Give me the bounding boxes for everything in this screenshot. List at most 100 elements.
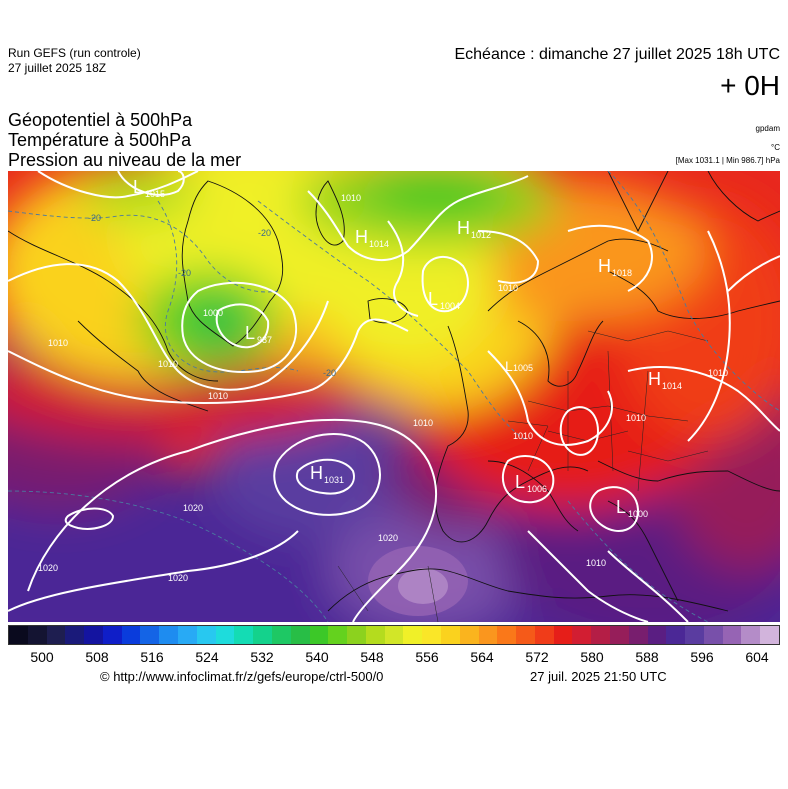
color-scale-segment bbox=[459, 626, 479, 644]
color-scale-segment bbox=[196, 626, 216, 644]
isobars bbox=[8, 171, 780, 622]
pressure-center-low: L 987 bbox=[245, 323, 272, 345]
pressure-center-high: H 1014 bbox=[355, 227, 389, 249]
weather-map: 1010 1010 1000 1010 1010 1010 1020 1020 … bbox=[8, 171, 780, 622]
param-geopotential: Géopotentiel à 500hPa bbox=[8, 110, 193, 130]
color-scale-segment bbox=[478, 626, 498, 644]
color-scale-segment bbox=[534, 626, 554, 644]
color-scale-tick: 572 bbox=[525, 649, 549, 665]
pressure-center-low: L 1015 bbox=[133, 177, 165, 199]
color-scale-segment bbox=[516, 626, 535, 644]
copyright-source: © http://www.infoclimat.fr/z/gefs/europe… bbox=[100, 669, 384, 684]
param-mslp: Pression au niveau de la mer bbox=[8, 150, 242, 170]
color-scale-segment bbox=[271, 626, 291, 644]
color-scale-segment bbox=[328, 626, 348, 644]
color-scale-segment bbox=[215, 626, 235, 644]
isobar-label: 1010 bbox=[513, 431, 533, 441]
color-scale-segment bbox=[9, 626, 28, 644]
svg-text:L: L bbox=[428, 289, 438, 309]
color-scale-segment bbox=[159, 626, 179, 644]
isobar-labels: 1010 1010 1000 1010 1010 1010 1020 1020 … bbox=[38, 193, 728, 583]
isobar-label: 1010 bbox=[498, 283, 518, 293]
color-scale-segment bbox=[121, 626, 141, 644]
svg-text:1005: 1005 bbox=[513, 363, 533, 373]
svg-text:H: H bbox=[457, 218, 470, 238]
svg-text:L: L bbox=[505, 358, 513, 374]
color-scale-segment bbox=[365, 626, 385, 644]
unit-temperature: °C bbox=[771, 143, 780, 152]
isotherm-label: -20 bbox=[323, 368, 336, 378]
color-scale-segment bbox=[422, 626, 441, 644]
color-scale-segment bbox=[647, 626, 667, 644]
svg-text:1014: 1014 bbox=[662, 381, 682, 391]
color-scale-segment bbox=[253, 626, 272, 644]
svg-text:H: H bbox=[310, 463, 323, 483]
color-scale-segment bbox=[703, 626, 723, 644]
color-scale-segment bbox=[628, 626, 648, 644]
svg-text:H: H bbox=[598, 256, 611, 276]
color-scale-segment bbox=[102, 626, 122, 644]
isobar-label: 1010 bbox=[413, 418, 433, 428]
svg-text:1031: 1031 bbox=[324, 475, 344, 485]
color-scale-tick: 524 bbox=[195, 649, 219, 665]
color-scale-segment bbox=[403, 626, 423, 644]
color-scale-segment bbox=[178, 626, 197, 644]
color-scale-tick: 508 bbox=[85, 649, 109, 665]
geopotential-field bbox=[8, 171, 780, 622]
color-scale-segment bbox=[384, 626, 404, 644]
svg-text:1018: 1018 bbox=[612, 268, 632, 278]
svg-text:H: H bbox=[355, 227, 368, 247]
svg-text:1012: 1012 bbox=[471, 230, 491, 240]
pressure-center-low: L 1006 bbox=[515, 472, 547, 494]
pressure-minmax: [Max 1031.1 | Min 986.7] hPa bbox=[675, 156, 780, 165]
svg-text:L: L bbox=[515, 472, 525, 492]
pressure-center-low: L 1000 bbox=[616, 497, 648, 519]
color-scale-tick: 596 bbox=[690, 649, 714, 665]
color-scale-segment bbox=[46, 626, 66, 644]
color-scale-segment bbox=[591, 626, 610, 644]
color-scale-segment bbox=[572, 626, 592, 644]
color-scale-segment bbox=[685, 626, 704, 644]
isotherms bbox=[8, 171, 780, 622]
color-scale-tick: 532 bbox=[250, 649, 274, 665]
generation-time: 27 juil. 2025 21:50 UTC bbox=[530, 669, 667, 684]
color-scale-segment bbox=[84, 626, 103, 644]
color-scale-tick: 580 bbox=[580, 649, 604, 665]
color-scale-segment bbox=[741, 626, 761, 644]
isobar-label: 1020 bbox=[38, 563, 58, 573]
svg-text:L: L bbox=[616, 497, 626, 517]
isobar-label: 1010 bbox=[708, 368, 728, 378]
pressure-center-high: H 1031 bbox=[310, 463, 344, 485]
coastlines bbox=[8, 171, 780, 612]
color-scale-tick: 540 bbox=[305, 649, 329, 665]
color-scale-segment bbox=[760, 626, 780, 644]
color-scale-bar bbox=[8, 625, 780, 645]
isobar-label: 1010 bbox=[626, 413, 646, 423]
color-scale-tick: 548 bbox=[360, 649, 384, 665]
svg-text:L: L bbox=[245, 323, 255, 343]
color-scale-segment bbox=[666, 626, 686, 644]
run-title: Run GEFS (run controle) bbox=[8, 46, 141, 60]
forecast-valid-time: Echéance : dimanche 27 juillet 2025 18h … bbox=[454, 46, 780, 63]
isotherm-label: -20 bbox=[258, 228, 271, 238]
isobar-label: 1010 bbox=[158, 359, 178, 369]
pressure-center-high: H 1014 bbox=[648, 369, 682, 391]
color-scale-segment bbox=[65, 626, 85, 644]
color-scale-tick: 500 bbox=[30, 649, 54, 665]
color-scale-segment bbox=[309, 626, 329, 644]
color-scale-tick: 588 bbox=[635, 649, 659, 665]
isotherm-label: -20 bbox=[88, 213, 101, 223]
color-scale-tick: 556 bbox=[415, 649, 439, 665]
svg-text:1015: 1015 bbox=[145, 189, 165, 199]
color-scale-ticks: 500 508 516 524 532 540 548 556 564 572 580 588 596 6… bbox=[8, 649, 780, 667]
color-scale-segment bbox=[610, 626, 629, 644]
color-scale-segment bbox=[347, 626, 366, 644]
pressure-centers: L 1015 H 1014 H 1012 H 1018 L 1004 L 987 H 1014… bbox=[133, 177, 682, 519]
color-scale-segment bbox=[553, 626, 573, 644]
svg-text:1014: 1014 bbox=[369, 239, 389, 249]
color-scale-segment bbox=[234, 626, 254, 644]
color-scale-segment bbox=[140, 626, 160, 644]
isobar-label: 1020 bbox=[183, 503, 203, 513]
isobar-label: 1010 bbox=[341, 193, 361, 203]
pressure-center-low: L 1004 bbox=[428, 289, 460, 311]
